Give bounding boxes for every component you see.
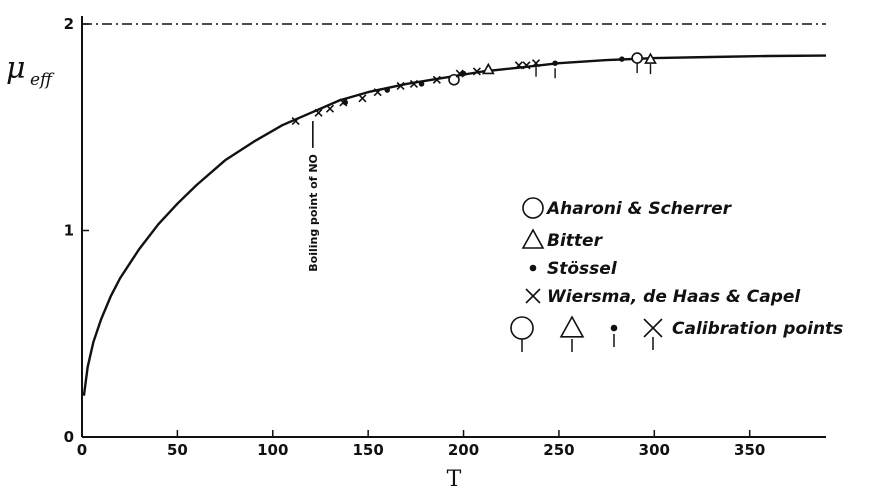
- data-point-cross: [358, 94, 367, 103]
- x-tick-label: 50: [167, 441, 188, 459]
- data-points-layer: [291, 52, 657, 126]
- circle-marker: [522, 197, 544, 219]
- legend-marker-triangle: [521, 228, 545, 249]
- data-point-cross: [339, 98, 348, 107]
- cross-stroke: [409, 79, 419, 88]
- legend: Aharoni & Scherrer Bitter Stössel Wiersma, …: [510, 197, 843, 352]
- data-point-circle: [631, 52, 643, 64]
- dot-marker: [384, 87, 390, 93]
- calibration-marker-circle: [510, 316, 534, 340]
- cross-stroke: [291, 116, 300, 126]
- cross-stroke: [373, 88, 382, 97]
- y-axis-title-subscript: eff: [30, 70, 55, 90]
- axes: 0 50 100 150 200 250 300 350 0 1 2 Tμ eff: [6, 15, 826, 489]
- calibration-marker-cross: [643, 318, 663, 338]
- x-tick-label: 300: [639, 441, 670, 459]
- triangle-marker: [559, 315, 585, 338]
- cross-stroke: [522, 61, 531, 70]
- legend-label: Bitter: [547, 231, 604, 251]
- cross-stroke: [325, 104, 335, 113]
- data-point-cross: [314, 108, 323, 117]
- x-tick-label: 150: [352, 441, 383, 459]
- legend-label: Aharoni & Scherrer: [545, 199, 733, 219]
- theory-curve-layer: [82, 54, 827, 396]
- cross-stroke: [472, 67, 481, 76]
- cross-stroke: [514, 61, 523, 70]
- triangle-marker: [481, 62, 495, 75]
- cross-stroke: [314, 108, 323, 117]
- y-tick-label: 2: [64, 15, 74, 33]
- annotation-text: Boiling point of NO: [307, 154, 320, 272]
- annotation-layer: Boiling point of NO: [307, 121, 320, 272]
- data-point-cross: [396, 81, 405, 91]
- dot-marker: [552, 60, 558, 66]
- calibration-marker-triangle: [559, 315, 585, 338]
- legend-label: Wiersma, de Haas & Capel: [547, 287, 801, 307]
- x-tick-label: 250: [543, 441, 574, 459]
- dot-marker: [610, 324, 618, 332]
- y-axis-title: μ: [6, 51, 26, 86]
- cross-stroke: [531, 59, 541, 68]
- x-tick-label: 0: [77, 441, 87, 459]
- x-tick-label: 100: [257, 441, 288, 459]
- data-point-cross: [409, 79, 419, 88]
- data-point-cross: [325, 104, 335, 113]
- data-point-dot: [619, 56, 625, 62]
- legend-marker-dot: [529, 264, 537, 272]
- data-point-triangle: [644, 52, 657, 64]
- data-point-dot: [384, 87, 390, 93]
- theory-curve: [82, 54, 827, 396]
- cross-stroke: [525, 288, 541, 304]
- data-point-cross: [432, 75, 441, 84]
- cross-stroke: [643, 318, 663, 338]
- x-tick-label: 200: [448, 441, 479, 459]
- triangle-marker: [521, 228, 545, 249]
- dot-marker: [529, 264, 537, 272]
- cross-stroke: [358, 94, 367, 103]
- legend-marker-circle: [522, 197, 544, 219]
- data-point-triangle: [481, 62, 495, 75]
- cross-stroke: [339, 98, 348, 107]
- dot-marker: [619, 56, 625, 62]
- dot-marker: [418, 81, 425, 87]
- x-tick-label: 350: [734, 441, 765, 459]
- data-point-dot: [552, 60, 558, 66]
- y-tick-label: 0: [64, 428, 74, 446]
- data-point-cross: [531, 59, 541, 68]
- x-axis-title: T: [447, 467, 462, 489]
- data-point-cross: [291, 116, 300, 126]
- calibration-label: Calibration points: [672, 319, 843, 339]
- cross-stroke: [396, 81, 405, 91]
- y-tick-label: 1: [64, 222, 74, 240]
- circle-marker: [510, 316, 534, 340]
- cross-stroke: [432, 75, 441, 84]
- triangle-marker: [644, 52, 657, 64]
- circle-marker: [631, 52, 643, 64]
- calibration-marker-dot: [610, 324, 618, 332]
- legend-label: Stössel: [547, 259, 618, 279]
- data-point-cross: [472, 67, 481, 76]
- legend-marker-cross: [525, 288, 541, 304]
- data-point-cross: [522, 61, 531, 70]
- data-point-cross: [373, 88, 382, 97]
- data-point-cross: [455, 69, 464, 78]
- data-point-cross: [514, 61, 523, 70]
- cross-stroke: [455, 69, 464, 78]
- data-point-dot: [418, 81, 425, 87]
